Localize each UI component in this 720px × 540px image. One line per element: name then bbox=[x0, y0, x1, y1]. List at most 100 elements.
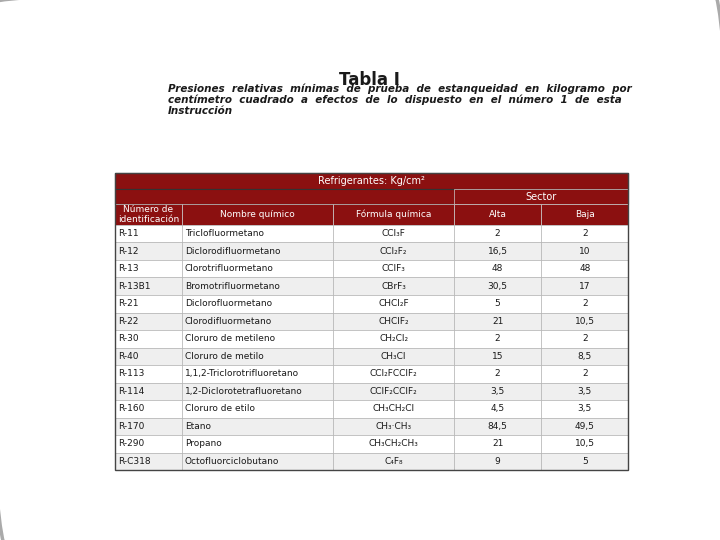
Text: 5: 5 bbox=[495, 299, 500, 308]
Text: 21: 21 bbox=[492, 317, 503, 326]
Text: centímetro  cuadrado  a  efectos  de  lo  dispuesto  en  el  número  1  de  esta: centímetro cuadrado a efectos de lo disp… bbox=[168, 94, 622, 105]
FancyBboxPatch shape bbox=[115, 173, 629, 189]
Text: 48: 48 bbox=[579, 264, 590, 273]
FancyBboxPatch shape bbox=[541, 278, 629, 295]
FancyBboxPatch shape bbox=[115, 204, 182, 225]
FancyBboxPatch shape bbox=[454, 313, 541, 330]
Text: Propano: Propano bbox=[184, 440, 221, 448]
Text: 2: 2 bbox=[495, 334, 500, 343]
FancyBboxPatch shape bbox=[115, 435, 182, 453]
Text: Diclorodifluormetano: Diclorodifluormetano bbox=[184, 247, 280, 256]
FancyBboxPatch shape bbox=[182, 225, 333, 242]
Text: 48: 48 bbox=[492, 264, 503, 273]
FancyBboxPatch shape bbox=[454, 295, 541, 313]
FancyBboxPatch shape bbox=[454, 189, 629, 204]
Text: 21: 21 bbox=[492, 440, 503, 448]
FancyBboxPatch shape bbox=[115, 383, 182, 400]
Text: 1,2-Diclorotetrafluoretano: 1,2-Diclorotetrafluoretano bbox=[184, 387, 302, 396]
FancyBboxPatch shape bbox=[182, 313, 333, 330]
FancyBboxPatch shape bbox=[182, 453, 333, 470]
FancyBboxPatch shape bbox=[454, 400, 541, 417]
FancyBboxPatch shape bbox=[182, 242, 333, 260]
Text: Cloruro de etilo: Cloruro de etilo bbox=[184, 404, 255, 414]
Text: CCl₂F₂: CCl₂F₂ bbox=[380, 247, 408, 256]
Text: R-12: R-12 bbox=[119, 247, 139, 256]
Text: Tabla I: Tabla I bbox=[338, 71, 400, 89]
FancyBboxPatch shape bbox=[115, 260, 182, 278]
FancyBboxPatch shape bbox=[115, 417, 182, 435]
Text: 2: 2 bbox=[582, 334, 588, 343]
Text: R-11: R-11 bbox=[119, 229, 139, 238]
FancyBboxPatch shape bbox=[333, 400, 454, 417]
Text: 10: 10 bbox=[579, 247, 590, 256]
FancyBboxPatch shape bbox=[333, 295, 454, 313]
FancyBboxPatch shape bbox=[454, 204, 541, 225]
Text: 15: 15 bbox=[492, 352, 503, 361]
FancyBboxPatch shape bbox=[541, 295, 629, 313]
FancyBboxPatch shape bbox=[541, 453, 629, 470]
Text: 9: 9 bbox=[495, 457, 500, 466]
FancyBboxPatch shape bbox=[333, 435, 454, 453]
Text: Octofluorciclobutano: Octofluorciclobutano bbox=[184, 457, 279, 466]
Text: R-290: R-290 bbox=[119, 440, 145, 448]
Text: 8,5: 8,5 bbox=[577, 352, 592, 361]
Text: 16,5: 16,5 bbox=[487, 247, 508, 256]
Text: C₄F₈: C₄F₈ bbox=[384, 457, 403, 466]
Text: Cloruro de metileno: Cloruro de metileno bbox=[184, 334, 275, 343]
FancyBboxPatch shape bbox=[182, 260, 333, 278]
FancyBboxPatch shape bbox=[454, 383, 541, 400]
FancyBboxPatch shape bbox=[541, 330, 629, 348]
FancyBboxPatch shape bbox=[333, 242, 454, 260]
FancyBboxPatch shape bbox=[541, 417, 629, 435]
Text: Baja: Baja bbox=[575, 210, 595, 219]
FancyBboxPatch shape bbox=[182, 348, 333, 365]
FancyBboxPatch shape bbox=[541, 313, 629, 330]
FancyBboxPatch shape bbox=[333, 313, 454, 330]
Text: 3,5: 3,5 bbox=[577, 404, 592, 414]
Text: R-114: R-114 bbox=[119, 387, 145, 396]
Text: R-160: R-160 bbox=[119, 404, 145, 414]
FancyBboxPatch shape bbox=[454, 242, 541, 260]
Text: CH₃·CH₃: CH₃·CH₃ bbox=[376, 422, 412, 431]
FancyBboxPatch shape bbox=[115, 278, 182, 295]
Text: Bromotrifluormetano: Bromotrifluormetano bbox=[184, 282, 279, 291]
Text: 5: 5 bbox=[582, 457, 588, 466]
Text: CHCl₂F: CHCl₂F bbox=[378, 299, 409, 308]
FancyBboxPatch shape bbox=[333, 383, 454, 400]
Text: R-22: R-22 bbox=[119, 317, 139, 326]
Text: Clorotrifluormetano: Clorotrifluormetano bbox=[184, 264, 274, 273]
Text: Etano: Etano bbox=[184, 422, 211, 431]
Text: R-30: R-30 bbox=[119, 334, 139, 343]
FancyBboxPatch shape bbox=[454, 365, 541, 383]
Text: 2: 2 bbox=[582, 229, 588, 238]
Text: Alta: Alta bbox=[489, 210, 506, 219]
Text: R-C318: R-C318 bbox=[119, 457, 151, 466]
Text: Triclofluormetano: Triclofluormetano bbox=[184, 229, 264, 238]
Text: Instrucción: Instrucción bbox=[168, 106, 233, 116]
Text: Número de
identificación: Número de identificación bbox=[118, 205, 179, 224]
Text: R-113: R-113 bbox=[119, 369, 145, 379]
Text: Diclorofluormetano: Diclorofluormetano bbox=[184, 299, 271, 308]
FancyBboxPatch shape bbox=[333, 453, 454, 470]
Text: 2: 2 bbox=[495, 229, 500, 238]
Text: R-21: R-21 bbox=[119, 299, 139, 308]
FancyBboxPatch shape bbox=[115, 295, 182, 313]
FancyBboxPatch shape bbox=[182, 295, 333, 313]
FancyBboxPatch shape bbox=[182, 400, 333, 417]
FancyBboxPatch shape bbox=[541, 225, 629, 242]
FancyBboxPatch shape bbox=[333, 348, 454, 365]
Text: R-13: R-13 bbox=[119, 264, 139, 273]
FancyBboxPatch shape bbox=[454, 260, 541, 278]
FancyBboxPatch shape bbox=[115, 189, 629, 204]
Text: Cloruro de metilo: Cloruro de metilo bbox=[184, 352, 264, 361]
FancyBboxPatch shape bbox=[115, 330, 182, 348]
FancyBboxPatch shape bbox=[115, 348, 182, 365]
FancyBboxPatch shape bbox=[115, 225, 182, 242]
Text: 10,5: 10,5 bbox=[575, 440, 595, 448]
FancyBboxPatch shape bbox=[454, 225, 541, 242]
FancyBboxPatch shape bbox=[333, 417, 454, 435]
FancyBboxPatch shape bbox=[333, 365, 454, 383]
Text: 3,5: 3,5 bbox=[577, 387, 592, 396]
Text: CClF₂CClF₂: CClF₂CClF₂ bbox=[370, 387, 418, 396]
FancyBboxPatch shape bbox=[333, 225, 454, 242]
